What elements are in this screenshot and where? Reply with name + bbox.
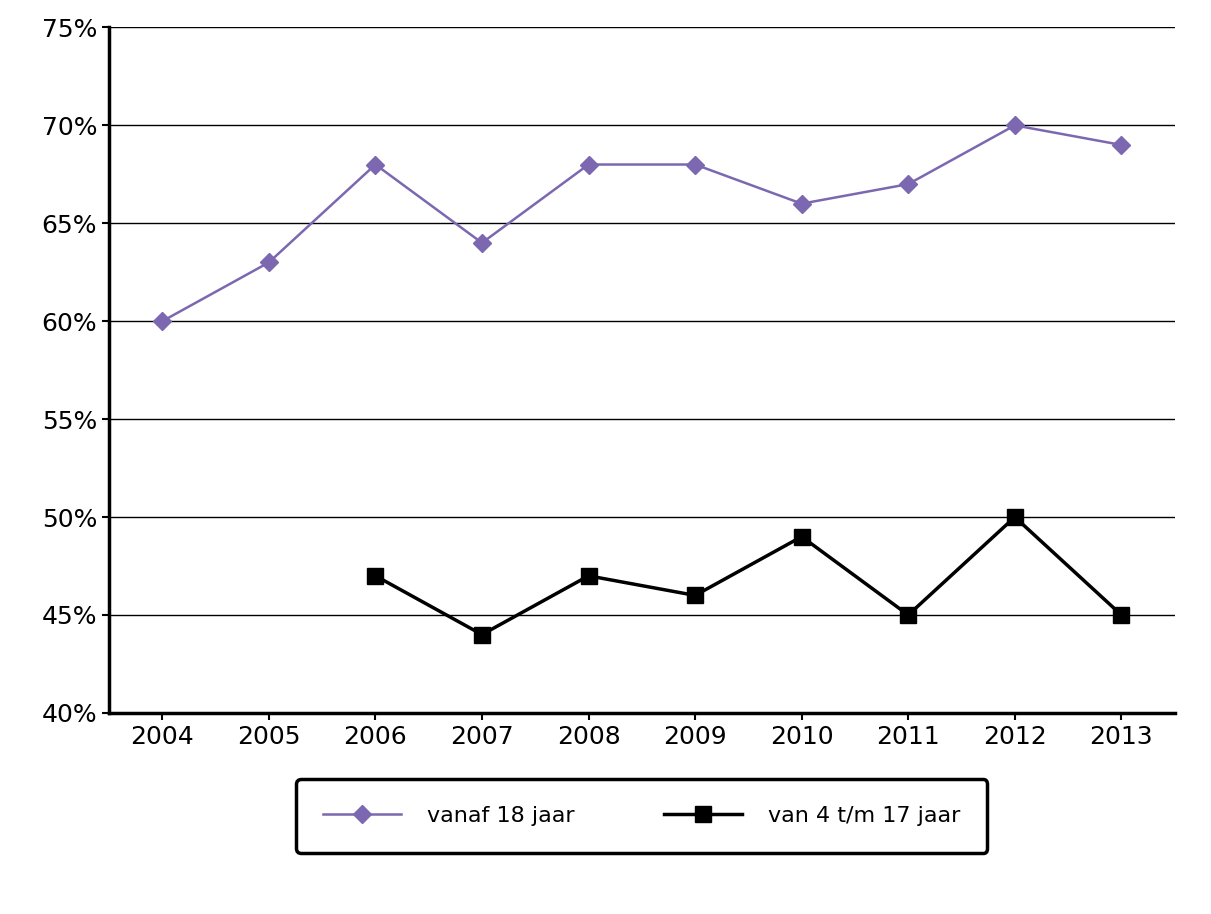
Legend: vanaf 18 jaar, van 4 t/m 17 jaar: vanaf 18 jaar, van 4 t/m 17 jaar	[297, 780, 987, 853]
